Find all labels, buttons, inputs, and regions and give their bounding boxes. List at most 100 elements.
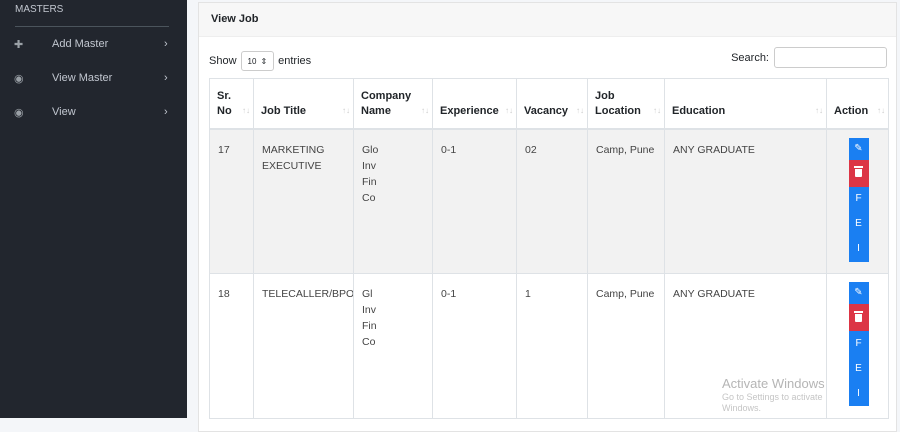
vacancy-cell-text: 1 bbox=[525, 288, 531, 300]
table-row: 18 TELECALLER/BPO Gl Inv Fin Co 0-1 1 Camp, Pune… bbox=[209, 273, 889, 419]
sr-no-cell-text: 17 bbox=[218, 143, 230, 156]
show-label: Show bbox=[209, 55, 237, 67]
sort-icon: ↑↓ bbox=[505, 105, 513, 115]
company-text: Inv bbox=[362, 304, 377, 316]
sort-arrows-icon: ⇕ bbox=[260, 56, 268, 66]
experience-cell-text: 0-1 bbox=[441, 143, 457, 156]
experience-cell: 0-1 bbox=[432, 128, 517, 274]
sidebar-item-label: View Master bbox=[52, 72, 113, 84]
sidebar-heading: MASTERS bbox=[15, 4, 64, 15]
column-header[interactable]: Company Name ↑↓ bbox=[353, 78, 433, 130]
header-label: Job Title bbox=[261, 104, 307, 117]
company-cell: Gl Inv Fin Co bbox=[353, 273, 433, 419]
sort-icon: ↑↓ bbox=[877, 105, 885, 115]
header-label: Experience bbox=[440, 104, 499, 117]
eye-icon: ◉ bbox=[14, 106, 24, 119]
sort-icon: ↑↓ bbox=[242, 105, 250, 115]
sort-icon: ↑↓ bbox=[815, 105, 823, 115]
header-label: Action bbox=[834, 104, 869, 117]
column-header[interactable]: Vacancy ↑↓ bbox=[516, 78, 588, 130]
watermark-box: Activate Windows Go to Settings to activ… bbox=[722, 376, 840, 414]
experience-cell: 0-1 bbox=[432, 273, 517, 419]
entries-value: 10 bbox=[247, 56, 257, 66]
company-text: Inv bbox=[362, 159, 377, 172]
column-header[interactable]: Job Location ↑↓ bbox=[587, 78, 665, 130]
sort-icon: ↑↓ bbox=[576, 105, 584, 115]
education-cell: ANY GRADUATE bbox=[664, 128, 827, 274]
edit-button[interactable]: ✎ bbox=[848, 137, 869, 160]
action-button[interactable]: F bbox=[848, 186, 869, 212]
chevron-right-icon: › bbox=[164, 106, 168, 118]
location-cell: Camp, Pune bbox=[587, 128, 665, 274]
sr-no-cell-text: 18 bbox=[218, 288, 230, 300]
entries-select[interactable]: 10 ⇕ bbox=[240, 51, 275, 71]
location-cell-text: Camp, Pune bbox=[596, 143, 655, 156]
edit-button[interactable]: ✎ bbox=[848, 282, 869, 304]
card-title: View Job bbox=[199, 3, 896, 37]
company-text: Fin bbox=[362, 175, 377, 188]
trash-icon bbox=[854, 310, 863, 322]
action-button[interactable]: I bbox=[848, 381, 869, 406]
view-job-card: View Job Show 10 ⇕ entries Search: Sr. No… bbox=[198, 2, 897, 432]
trash-icon bbox=[854, 166, 863, 177]
plus-icon: ✚ bbox=[14, 38, 24, 51]
header-label: Sr. No bbox=[217, 89, 232, 117]
divider bbox=[15, 26, 169, 27]
header-label: Job Location bbox=[595, 89, 641, 117]
delete-button[interactable] bbox=[848, 304, 869, 331]
search-control: Search: bbox=[731, 47, 887, 68]
search-label: Search: bbox=[731, 51, 769, 64]
edit-icon: ✎ bbox=[854, 287, 863, 298]
education-cell-text: ANY GRADUATE bbox=[673, 288, 755, 300]
header-label: Company Name bbox=[361, 89, 412, 117]
chevron-right-icon: › bbox=[164, 72, 168, 84]
company-text: Co bbox=[362, 191, 376, 204]
edit-icon: ✎ bbox=[854, 142, 863, 154]
company-text: Gl bbox=[362, 288, 373, 300]
job-title-cell-text: MARKETING EXECUTIVE bbox=[262, 143, 325, 172]
action-button[interactable]: F bbox=[848, 331, 869, 356]
job-title-cell: MARKETING EXECUTIVE bbox=[253, 128, 354, 274]
education-cell-text: ANY GRADUATE bbox=[673, 143, 755, 156]
search-input[interactable] bbox=[774, 47, 887, 68]
table-row: 17 MARKETING EXECUTIVE Glo Inv Fin Co 0-1 02 Cam… bbox=[209, 128, 889, 274]
delete-button[interactable] bbox=[848, 159, 869, 187]
watermark: Activate Windows bbox=[722, 376, 825, 391]
chevron-right-icon: › bbox=[164, 38, 168, 50]
location-cell: Camp, Pune bbox=[587, 273, 665, 419]
job-title-cell: TELECALLER/BPO bbox=[253, 273, 354, 419]
action-button[interactable]: E bbox=[848, 211, 869, 237]
sidebar-item-label: Add Master bbox=[52, 38, 109, 50]
entries-label: entries bbox=[278, 55, 312, 67]
company-text: Co bbox=[362, 336, 376, 348]
sidebar: MASTERS ✚ Add Master › ◉ View Master › ◉ View… bbox=[0, 0, 187, 418]
vacancy-cell: 1 bbox=[516, 273, 588, 419]
action-button[interactable]: I bbox=[848, 236, 869, 262]
experience-cell-text: 0-1 bbox=[441, 288, 457, 300]
sr-no-cell: 18 bbox=[209, 273, 254, 419]
column-header[interactable]: Sr. No ↑↓ bbox=[209, 78, 254, 130]
sort-icon: ↑↓ bbox=[342, 105, 350, 115]
company-cell: Glo Inv Fin Co bbox=[353, 128, 433, 274]
column-header[interactable]: Education ↑↓ bbox=[664, 78, 827, 130]
location-cell-text: Camp, Pune bbox=[596, 288, 655, 300]
column-header[interactable]: Action ↑↓ bbox=[826, 78, 889, 130]
sidebar-item-add-master[interactable]: ✚ Add Master › bbox=[0, 29, 187, 59]
sidebar-item-view[interactable]: ◉ View › bbox=[0, 97, 187, 127]
column-header[interactable]: Job Title ↑↓ bbox=[253, 78, 354, 130]
sort-icon: ↑↓ bbox=[653, 105, 661, 115]
header-label: Education bbox=[672, 104, 726, 117]
entries-control: Show 10 ⇕ entries bbox=[209, 51, 311, 71]
watermark-subtext: Go to Settings to activate Windows. bbox=[722, 392, 823, 413]
column-header[interactable]: Experience ↑↓ bbox=[432, 78, 517, 130]
action-button[interactable]: E bbox=[848, 356, 869, 381]
job-title-cell-text: TELECALLER/BPO bbox=[262, 288, 354, 300]
vacancy-cell: 02 bbox=[516, 128, 588, 274]
eye-icon: ◉ bbox=[14, 72, 24, 85]
company-text: Glo bbox=[362, 143, 379, 156]
sidebar-item-view-master[interactable]: ◉ View Master › bbox=[0, 63, 187, 93]
sort-icon: ↑↓ bbox=[421, 105, 429, 115]
header-label: Vacancy bbox=[524, 104, 569, 117]
